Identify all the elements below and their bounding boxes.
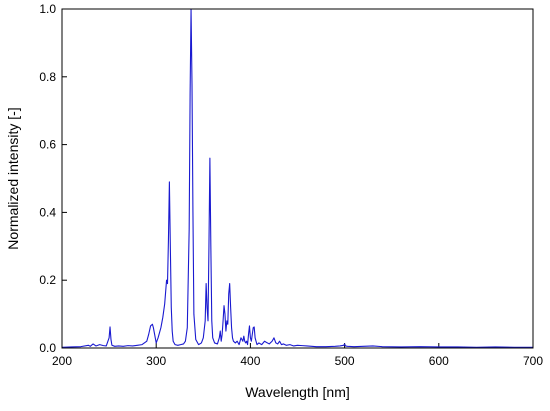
x-axis-title: Wavelength [nm]: [245, 384, 350, 400]
y-tick-label: 0.2: [39, 273, 56, 287]
x-tick-label: 200: [52, 354, 72, 368]
x-tick-label: 500: [335, 354, 355, 368]
y-tick-label: 0.6: [39, 138, 56, 152]
x-tick-label: 300: [146, 354, 166, 368]
x-tick-label: 400: [240, 354, 260, 368]
spectrum-line: [61, 8, 533, 348]
y-tick-label: 0.8: [39, 70, 56, 84]
y-axis-title: Normalized intensity [-]: [5, 107, 21, 249]
y-tick-label: 0.0: [39, 341, 56, 355]
y-axis-ticks: 0.0 0.2 0.4 0.6 0.8 1.0: [39, 2, 67, 355]
x-axis-ticks: 200 300 400 500 600 700: [52, 343, 543, 368]
x-tick-label: 700: [523, 354, 543, 368]
plot-frame: [61, 8, 534, 349]
y-tick-label: 1.0: [39, 2, 56, 16]
x-tick-label: 600: [429, 354, 449, 368]
y-tick-label: 0.4: [39, 205, 56, 219]
